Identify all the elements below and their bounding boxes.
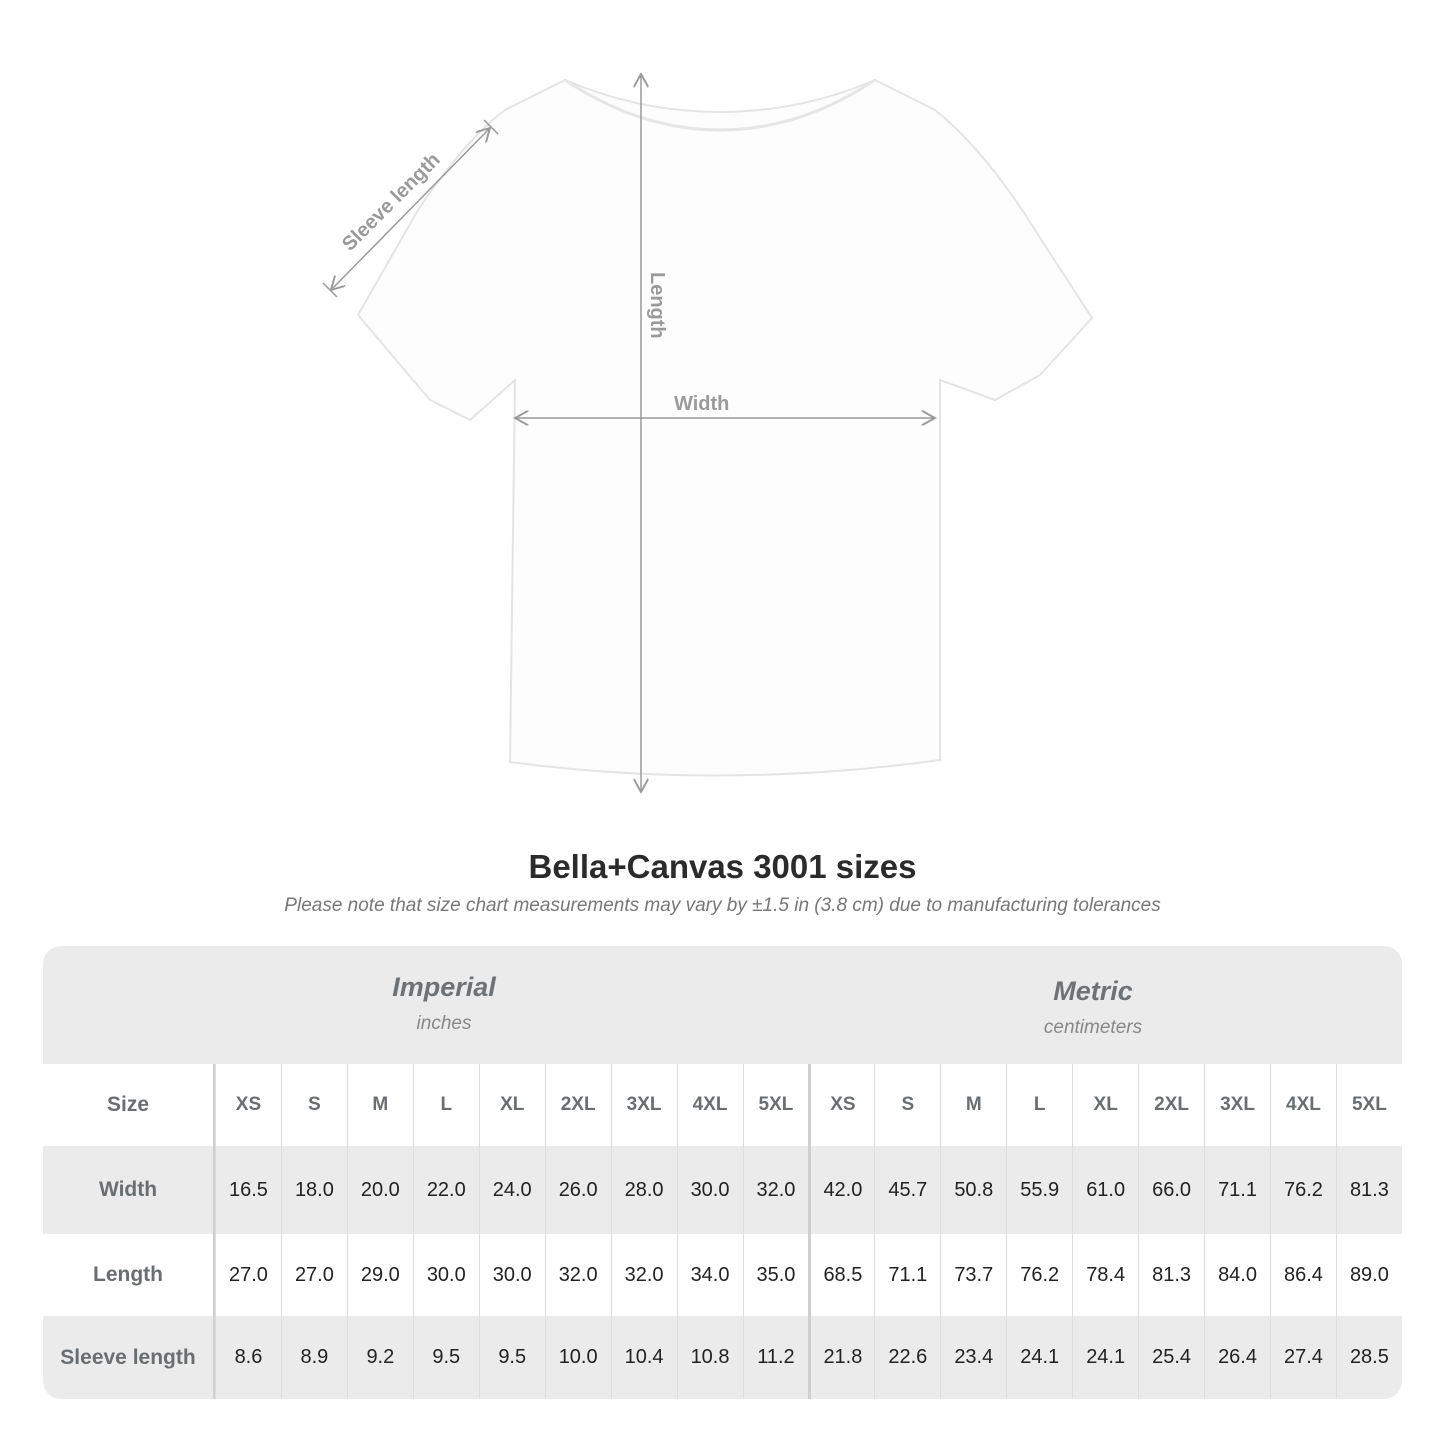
metric-title: Metric	[1053, 976, 1133, 1006]
size-header-row: Size XS S M L XL 2XL 3XL 4XL 5XL XS S M L XL 2XL 3XL 4XL…	[43, 1064, 1402, 1146]
table-cell: 32.0	[544, 1234, 611, 1316]
table-cell: 86.4	[1270, 1234, 1336, 1316]
size-header-cell: 2XL	[1138, 1064, 1204, 1146]
table-row: Sleeve length 8.6 8.9 9.2 9.5 9.5 10.0 10.4 10.…	[43, 1316, 1402, 1399]
table-cell: 71.1	[1204, 1146, 1270, 1234]
tshirt-diagram: Sleeve length Length Width	[322, 0, 1094, 830]
row-label: Sleeve length	[43, 1316, 215, 1399]
table-cell: 61.0	[1072, 1146, 1138, 1234]
table-cell: 8.6	[215, 1316, 281, 1399]
table-cell: 28.5	[1335, 1316, 1402, 1399]
table-cell: 8.9	[280, 1316, 347, 1399]
table-cell: 30.0	[478, 1234, 545, 1316]
table-cell: 55.9	[1006, 1146, 1072, 1234]
table-cell: 42.0	[808, 1146, 874, 1234]
metric-header: Metric centimeters	[893, 976, 1293, 1039]
table-cell: 84.0	[1204, 1234, 1270, 1316]
size-header-cell: 5XL	[742, 1064, 809, 1146]
table-cell: 73.7	[940, 1234, 1006, 1316]
table-cell: 30.0	[412, 1234, 479, 1316]
table-cell: 21.8	[808, 1316, 874, 1399]
size-header-cell: L	[1006, 1064, 1072, 1146]
sleeve-length-line	[331, 128, 490, 290]
collar	[564, 78, 876, 132]
table-cell: 76.2	[1006, 1234, 1072, 1316]
size-header-cell: M	[346, 1064, 413, 1146]
size-header-cell: XS	[215, 1064, 281, 1146]
width-label: Width	[674, 393, 729, 415]
table-cell: 68.5	[808, 1234, 874, 1316]
table-cell: 81.3	[1335, 1146, 1402, 1234]
size-header-cell: M	[940, 1064, 1006, 1146]
table-cell: 71.1	[874, 1234, 940, 1316]
size-header-cell: 4XL	[676, 1064, 743, 1146]
unit-header-band	[43, 946, 1402, 1064]
tshirt-shape	[356, 78, 1094, 777]
table-cell: 24.1	[1072, 1316, 1138, 1399]
size-header-cell: 2XL	[544, 1064, 611, 1146]
table-cell: 27.0	[280, 1234, 347, 1316]
table-cell: 10.0	[544, 1316, 611, 1399]
table-cell: 89.0	[1335, 1234, 1402, 1316]
table-cell: 66.0	[1138, 1146, 1204, 1234]
table-cell: 32.0	[610, 1234, 677, 1316]
table-cell: 76.2	[1270, 1146, 1336, 1234]
table-cell: 27.4	[1270, 1316, 1336, 1399]
size-header-cell: 5XL	[1335, 1064, 1402, 1146]
table-cell: 23.4	[940, 1316, 1006, 1399]
table-cell: 29.0	[346, 1234, 413, 1316]
table-cell: 26.0	[544, 1146, 611, 1234]
table-cell: 16.5	[215, 1146, 281, 1234]
size-header-cell: S	[280, 1064, 347, 1146]
chart-title: Bella+Canvas 3001 sizes	[528, 848, 917, 885]
table-cell: 27.0	[215, 1234, 281, 1316]
table-cell: 9.2	[346, 1316, 413, 1399]
table-cell: 32.0	[742, 1146, 809, 1234]
table-row: Width 16.5 18.0 20.0 22.0 24.0 26.0 28.0 30.0 32…	[43, 1146, 1402, 1234]
size-header-cell: XL	[1072, 1064, 1138, 1146]
table-cell: 81.3	[1138, 1234, 1204, 1316]
size-label: Size	[43, 1064, 215, 1146]
table-cell: 10.8	[676, 1316, 743, 1399]
size-header-cell: S	[874, 1064, 940, 1146]
table-cell: 10.4	[610, 1316, 677, 1399]
table-row: Length 27.0 27.0 29.0 30.0 30.0 32.0 32.0 34.0 3…	[43, 1234, 1402, 1316]
table-cell: 28.0	[610, 1146, 677, 1234]
size-header-cell: 4XL	[1270, 1064, 1336, 1146]
size-header-cell: 3XL	[610, 1064, 677, 1146]
table-cell: 26.4	[1204, 1316, 1270, 1399]
size-header-cell: L	[412, 1064, 479, 1146]
table-cell: 25.4	[1138, 1316, 1204, 1399]
imperial-header: Imperial inches	[244, 972, 644, 1035]
size-header-cell: XL	[478, 1064, 545, 1146]
table-cell: 45.7	[874, 1146, 940, 1234]
table-cell: 9.5	[478, 1316, 545, 1399]
table-cell: 50.8	[940, 1146, 1006, 1234]
table-cell: 34.0	[676, 1234, 743, 1316]
row-label: Length	[43, 1234, 215, 1316]
table-cell: 24.1	[1006, 1316, 1072, 1399]
table-cell: 78.4	[1072, 1234, 1138, 1316]
table-cell: 9.5	[412, 1316, 479, 1399]
table-cell: 22.0	[412, 1146, 479, 1234]
size-table: Imperial inches Metric centimeters Size …	[43, 946, 1402, 1399]
metric-unit: centimeters	[1043, 1017, 1143, 1038]
imperial-title: Imperial	[392, 972, 496, 1002]
imperial-unit: inches	[416, 1013, 472, 1034]
table-cell: 35.0	[742, 1234, 809, 1316]
chart-subtitle: Please note that size chart measurements…	[284, 895, 1161, 916]
table-cell: 11.2	[742, 1316, 809, 1399]
sleeve-length-tick	[322, 282, 338, 298]
row-label: Width	[43, 1146, 215, 1234]
size-header-cell: 3XL	[1204, 1064, 1270, 1146]
length-label: Length	[646, 272, 668, 339]
table-cell: 22.6	[874, 1316, 940, 1399]
table-cell: 18.0	[280, 1146, 347, 1234]
table-cell: 24.0	[478, 1146, 545, 1234]
sleeve-length-tick	[483, 119, 499, 135]
table-cell: 30.0	[676, 1146, 743, 1234]
table-cell: 20.0	[346, 1146, 413, 1234]
size-header-cell: XS	[808, 1064, 874, 1146]
